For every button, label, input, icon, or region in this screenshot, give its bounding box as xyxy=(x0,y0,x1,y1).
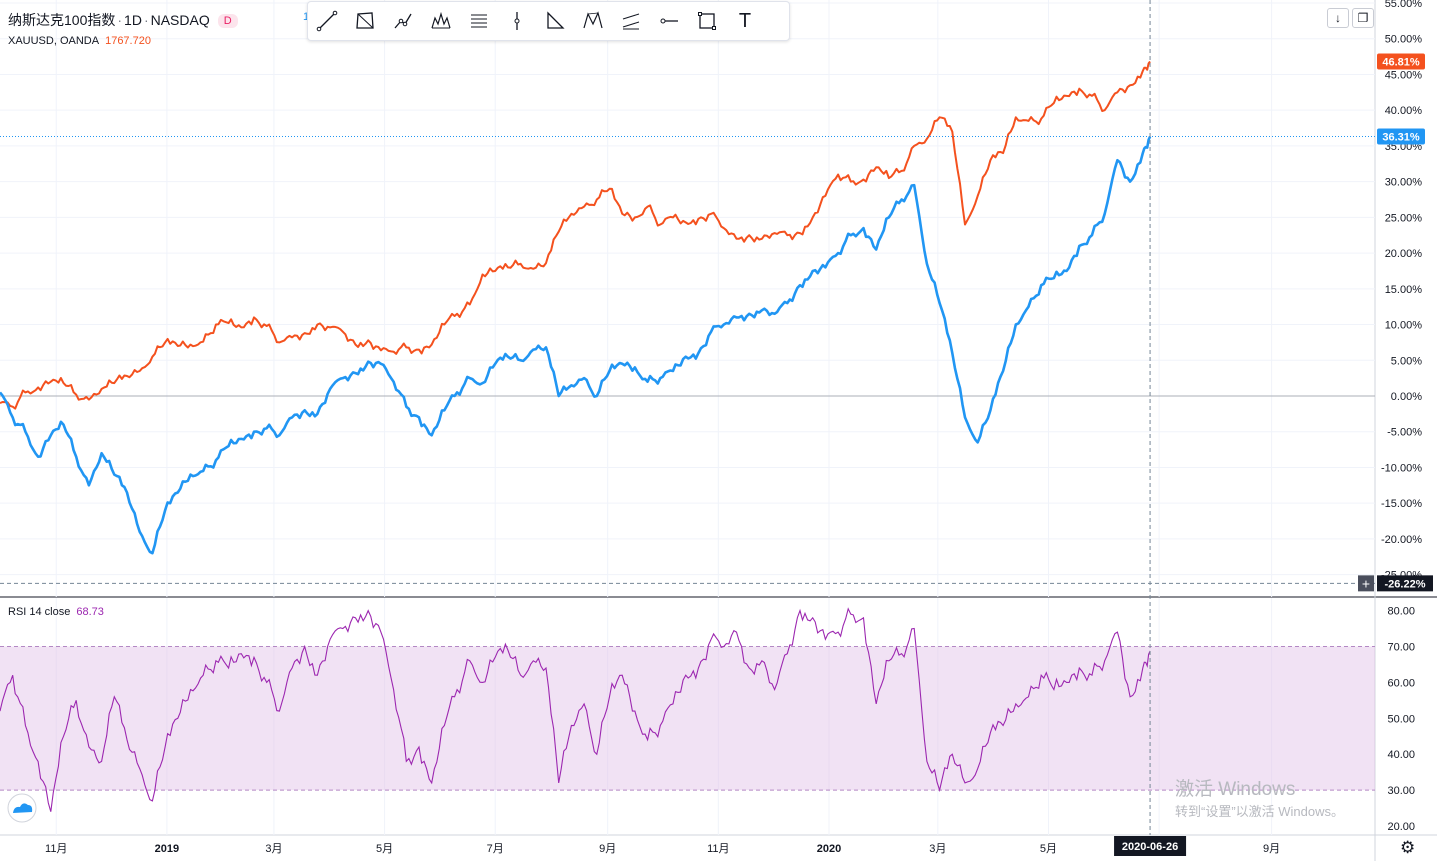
compare-value: 1767.720 xyxy=(105,35,151,47)
path-tool[interactable] xyxy=(384,2,422,40)
path-icon xyxy=(394,13,412,29)
y-tick-label: 50.00% xyxy=(1385,34,1423,46)
box-icon xyxy=(698,12,716,30)
rsi-tick-label: 50.00 xyxy=(1387,713,1415,725)
fib-retracement-tool[interactable] xyxy=(460,2,498,40)
compare-header: XAUUSD, OANDA 1767.720 xyxy=(8,35,151,47)
x-tick-label: 5月 xyxy=(376,843,393,855)
x-tick-label: 11月 xyxy=(707,843,729,855)
x-tick-label: 3月 xyxy=(929,843,946,855)
y-tick-label: 15.00% xyxy=(1385,284,1423,296)
x-tick-label: 5月 xyxy=(1040,843,1057,855)
y-tick-label: 20.00% xyxy=(1385,248,1423,260)
y-tick-label: 5.00% xyxy=(1391,355,1422,367)
x-tick-label: 9月 xyxy=(1263,843,1280,855)
restore-button[interactable]: ❐ xyxy=(1352,8,1374,28)
horizontal-ray-icon xyxy=(660,18,678,24)
activate-windows-subtitle: 转到“设置”以激活 Windows。 xyxy=(1175,804,1345,819)
trend-line-tool[interactable] xyxy=(308,2,346,40)
trend-line-icon xyxy=(316,10,338,32)
y-tick-label: 25.00% xyxy=(1385,212,1423,224)
rsi-band xyxy=(0,646,1375,791)
rsi-tick-label: 60.00 xyxy=(1387,677,1415,689)
x-tick-label: 9月 xyxy=(599,843,616,855)
x-tick-label: 2019 xyxy=(155,843,179,855)
x-tick-label: 2020 xyxy=(817,843,841,855)
rsi-value: 68.73 xyxy=(76,606,104,618)
rsi-tick-label: 30.00 xyxy=(1387,785,1415,797)
drawing-toolbar: T xyxy=(307,1,790,41)
rsi-header: RSI 14 close 68.73 xyxy=(8,606,104,618)
parallel-channel-icon xyxy=(622,13,640,30)
x-tick-label: 7月 xyxy=(487,843,504,855)
pattern-tool[interactable] xyxy=(422,2,460,40)
pattern-icon xyxy=(431,11,451,29)
vertical-line-tool[interactable] xyxy=(498,2,536,40)
xabcd-icon xyxy=(583,11,603,29)
nasdaq100-line xyxy=(0,135,1152,555)
crosshair-date-label: 2020-06-26 xyxy=(1122,841,1178,853)
symbol-name[interactable]: 纳斯达克100指数 xyxy=(8,12,116,28)
y-tick-label: 30.00% xyxy=(1385,177,1423,189)
plus-icon: + xyxy=(1362,575,1370,591)
xabcd-tool[interactable] xyxy=(574,2,612,40)
y-tick-label: -15.00% xyxy=(1381,498,1422,510)
x-tick-label: 3月 xyxy=(265,843,282,855)
y-tick-label: -5.00% xyxy=(1387,427,1422,439)
crosshair-date-badge xyxy=(1114,836,1187,856)
parallel-channel-tool[interactable] xyxy=(612,2,650,40)
xauusd-line xyxy=(0,60,1151,410)
gear-icon[interactable]: ⚙ xyxy=(1400,838,1416,857)
rsi-label[interactable]: RSI 14 close xyxy=(8,606,71,618)
interval-badge[interactable]: D xyxy=(217,14,238,28)
interval-label[interactable]: 1D xyxy=(124,12,142,28)
exchange-label: NASDAQ xyxy=(150,12,210,28)
rsi-tick-label: 70.00 xyxy=(1387,641,1415,653)
xauusd-last-badge xyxy=(1377,53,1425,70)
logo-cloud-icon xyxy=(13,803,33,813)
rsi-line xyxy=(0,607,1151,812)
y-tick-label: -20.00% xyxy=(1381,534,1422,546)
rsi-tick-label: 20.00 xyxy=(1387,821,1415,833)
y-tick-label: 10.00% xyxy=(1385,320,1423,332)
nasdaq100-last-badge xyxy=(1377,128,1425,145)
compare-symbol-label[interactable]: XAUUSD, OANDA xyxy=(8,35,100,47)
symbol-header: 纳斯达克100指数 · 1D · NASDAQ D xyxy=(8,10,238,30)
horizontal-ray-tool[interactable] xyxy=(650,2,688,40)
y-tick-label: -10.00% xyxy=(1381,462,1422,474)
rectangle-shape-icon xyxy=(356,12,374,29)
y-tick-label: 55.00% xyxy=(1385,0,1423,10)
vertical-line-icon xyxy=(514,12,520,30)
text-tool[interactable]: T xyxy=(738,9,752,32)
rsi-tick-label: 40.00 xyxy=(1387,749,1415,761)
scroll-down-button[interactable]: ↓ xyxy=(1327,8,1349,28)
y-tick-label: 0.00% xyxy=(1391,391,1422,403)
rectangle-shape-tool[interactable] xyxy=(346,2,384,40)
nasdaq100-last-label: 36.31% xyxy=(1382,132,1420,144)
x-tick-label: 11月 xyxy=(45,843,67,855)
add-alert-button xyxy=(1358,575,1374,592)
triangle-icon xyxy=(547,11,565,29)
toolbar-edge-label: 1 xyxy=(303,11,309,23)
y-tick-label: 45.00% xyxy=(1385,69,1423,81)
fib-retracement-icon xyxy=(471,14,487,28)
activate-windows-title: 激活 Windows xyxy=(1175,779,1296,800)
xauusd-last-label: 46.81% xyxy=(1382,57,1420,69)
rsi-tick-label: 80.00 xyxy=(1387,606,1415,618)
crosshair-value-badge xyxy=(1377,575,1433,592)
crosshair-value-label: -26.22% xyxy=(1385,578,1426,590)
y-tick-label: 40.00% xyxy=(1385,105,1423,117)
box-tool[interactable] xyxy=(688,2,726,40)
triangle-tool[interactable] xyxy=(536,2,574,40)
